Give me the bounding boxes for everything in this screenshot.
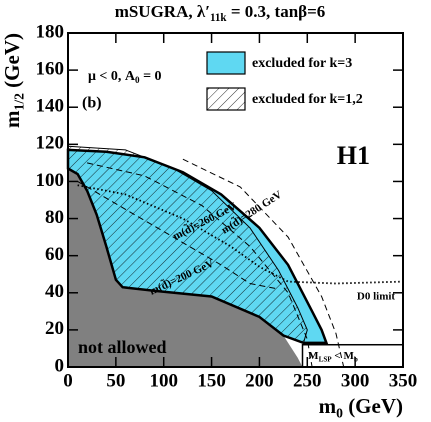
y-axis-label-part: (GeV) [0,33,24,93]
y-tick-label: 20 [45,318,64,339]
lsp-label-part: M [308,350,319,362]
x-tick-label: 300 [341,370,370,391]
chart-title-part: mSUGRA, λ′ [115,2,210,21]
y-axis-label-part: m [0,110,24,128]
experiment-label: H1 [337,141,370,170]
x-axis-label-sub: 0 [336,405,343,420]
lsp-label: MLSP < Mb [308,350,358,363]
x-axis-label-part: m [319,394,337,418]
params-label-sub: 0 [135,75,140,85]
x-tick-label: 250 [293,370,322,391]
contour-line [182,158,345,368]
x-tick-label: 350 [389,370,418,391]
y-tick-label: 60 [45,244,64,265]
legend-label: excluded for k=3 [252,56,352,71]
legend-label: excluded for k=1,2 [252,92,363,107]
params-label: μ < 0, A0 = 0 [88,69,162,85]
y-tick-label: 140 [36,96,65,117]
x-axis-label: m0 (GeV) [319,394,403,421]
contour-label: D0 limit [357,291,396,303]
x-axis-label-part: (GeV) [343,394,403,418]
chart-title: mSUGRA, λ′11k = 0.3, tanβ=6 [115,2,326,24]
x-tick-label: 50 [106,370,125,391]
region-label: not allowed [78,337,167,357]
y-tick-label: 160 [36,58,65,79]
params-label-part: μ < 0, A [88,69,136,84]
x-tick-label: 200 [245,370,274,391]
lsp-label-part: < M [332,350,355,362]
x-tick-label: 0 [63,370,73,391]
legend-swatch [206,87,246,111]
y-tick-label: 120 [36,133,65,154]
x-tick-label: 150 [197,370,226,391]
x-tick-label: 100 [149,370,178,391]
y-axis-label: m1/2 (GeV) [0,33,26,128]
legend-swatch [206,51,246,75]
y-tick-label: 100 [36,170,65,191]
y-axis-label-sub: 1/2 [11,93,26,111]
y-tick-label: 0 [55,355,65,376]
chart-title-sub: 11k [210,12,227,24]
lsp-label-sub: LSP [319,355,333,363]
excluded-region [67,145,308,344]
chart-title-part: = 0.3, tanβ=6 [227,2,326,21]
contour-line [77,180,279,290]
y-tick-label: 180 [36,21,65,42]
not-allowed-region [68,168,303,367]
plot-frame [67,32,404,368]
y-tick-label: 80 [45,207,64,228]
panel-label: (b) [82,95,102,112]
params-label-part: = 0 [140,69,162,84]
y-tick-label: 40 [45,281,64,302]
